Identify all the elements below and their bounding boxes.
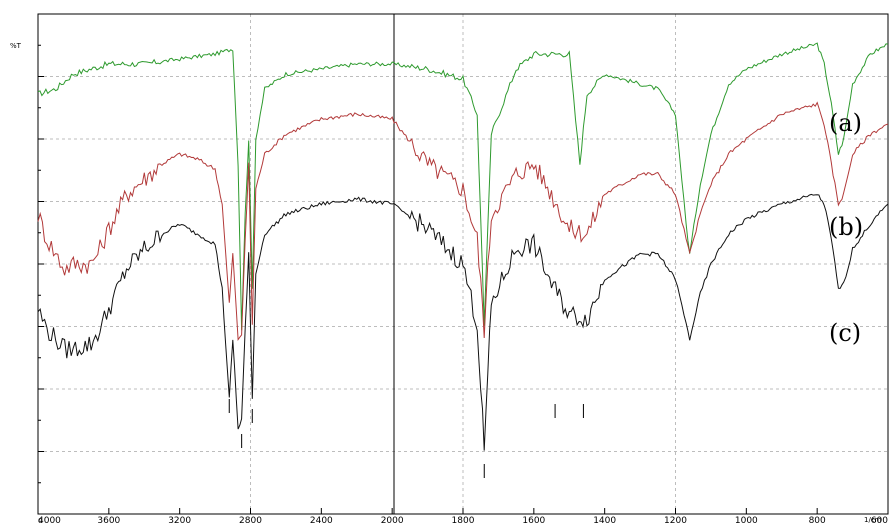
vertical-gridlines (250, 14, 676, 514)
series-line-c (37, 193, 889, 451)
x-tick-label: 4000 (38, 516, 61, 524)
x-tick-label: 3600 (97, 516, 120, 524)
series-label-a: (a) (829, 109, 862, 137)
x-tick-label: 1600 (522, 516, 545, 524)
x-tick-label: 2800 (239, 516, 262, 524)
x-tick-label: 600 (871, 516, 888, 524)
x-axis-label: 1/cm (864, 516, 882, 524)
x-origin-label: 0 (38, 517, 42, 524)
x-axis-ticks: 4000 3600 3200 2800 2400 2000 1800 1600 1400 1200… (37, 508, 889, 524)
x-tick-label: 1200 (664, 516, 687, 524)
x-tick-label: 1000 (735, 516, 758, 524)
peak-markers (228, 399, 584, 478)
x-tick-label: 3200 (168, 516, 191, 524)
x-tick-label: 800 (809, 516, 826, 524)
x-tick-label: 1400 (593, 516, 616, 524)
x-tick-label: 2400 (310, 516, 333, 524)
y-axis-ticks (38, 13, 44, 515)
series-layer (37, 42, 889, 451)
y-axis-label: %T (10, 42, 22, 50)
series-line-b (37, 101, 889, 342)
series-label-b: (b) (829, 213, 863, 241)
x-tick-label: 1800 (452, 516, 475, 524)
series-line-a (37, 42, 889, 331)
x-tick-label: 2000 (381, 516, 404, 524)
series-label-c: (c) (829, 319, 861, 347)
